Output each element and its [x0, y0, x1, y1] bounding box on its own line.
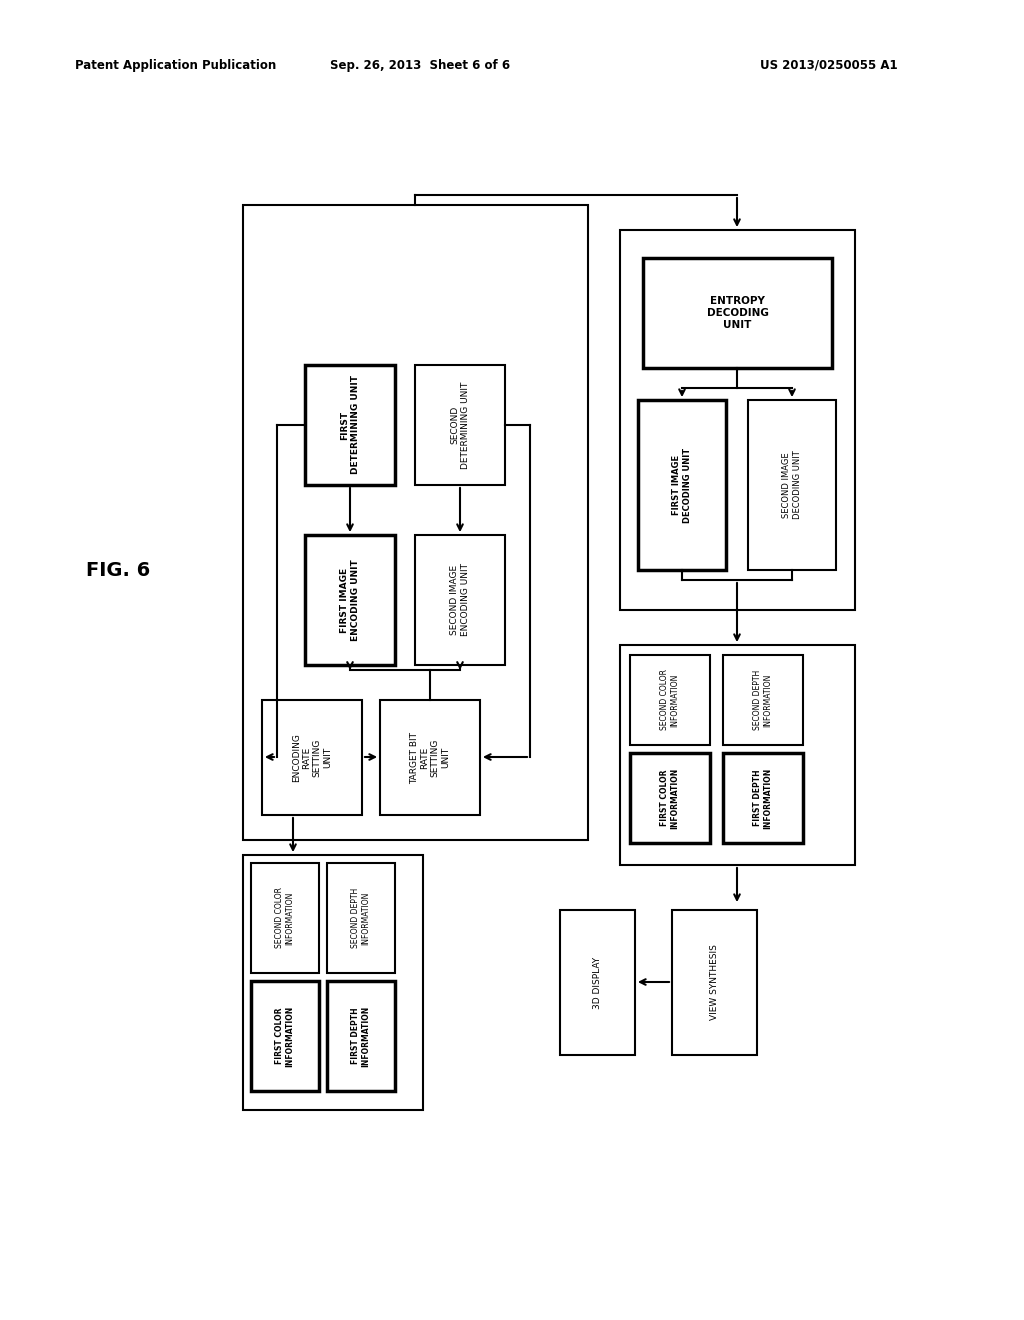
Text: SECOND COLOR
INFORMATION: SECOND COLOR INFORMATION: [660, 669, 680, 730]
Text: FIRST COLOR
INFORMATION: FIRST COLOR INFORMATION: [660, 767, 680, 829]
Text: FIRST DEPTH
INFORMATION: FIRST DEPTH INFORMATION: [754, 767, 773, 829]
Bar: [305, 535, 395, 665]
Bar: [415, 535, 505, 665]
Text: TARGET BIT
RATE
SETTING
UNIT: TARGET BIT RATE SETTING UNIT: [410, 731, 451, 784]
Bar: [327, 981, 395, 1092]
Bar: [630, 655, 710, 744]
Text: SECOND COLOR
INFORMATION: SECOND COLOR INFORMATION: [275, 887, 295, 949]
Text: ENTROPY
DECODING
UNIT: ENTROPY DECODING UNIT: [707, 297, 768, 330]
Text: VIEW SYNTHESIS: VIEW SYNTHESIS: [710, 945, 719, 1020]
Text: Sep. 26, 2013  Sheet 6 of 6: Sep. 26, 2013 Sheet 6 of 6: [330, 58, 510, 71]
Bar: [672, 909, 757, 1055]
Bar: [327, 863, 395, 973]
Text: SECOND IMAGE
DECODING UNIT: SECOND IMAGE DECODING UNIT: [782, 450, 802, 519]
Text: SECOND IMAGE
ENCODING UNIT: SECOND IMAGE ENCODING UNIT: [451, 564, 470, 636]
Text: SECOND DEPTH
INFORMATION: SECOND DEPTH INFORMATION: [351, 888, 371, 948]
Bar: [262, 700, 362, 814]
Text: FIRST COLOR
INFORMATION: FIRST COLOR INFORMATION: [275, 1006, 295, 1067]
Bar: [638, 400, 726, 570]
Text: FIRST
DETERMINING UNIT: FIRST DETERMINING UNIT: [340, 375, 359, 474]
Bar: [243, 205, 588, 840]
Bar: [723, 752, 803, 843]
Bar: [723, 655, 803, 744]
Text: Patent Application Publication: Patent Application Publication: [75, 58, 276, 71]
Bar: [251, 981, 319, 1092]
Bar: [380, 700, 480, 814]
Text: FIRST IMAGE
DECODING UNIT: FIRST IMAGE DECODING UNIT: [673, 447, 691, 523]
Text: SECOND
DETERMINING UNIT: SECOND DETERMINING UNIT: [451, 381, 470, 469]
Bar: [630, 752, 710, 843]
Bar: [243, 855, 423, 1110]
Bar: [643, 257, 831, 368]
Text: FIRST IMAGE
ENCODING UNIT: FIRST IMAGE ENCODING UNIT: [340, 560, 359, 642]
Bar: [748, 400, 836, 570]
Bar: [305, 366, 395, 484]
Text: FIG. 6: FIG. 6: [86, 561, 151, 579]
Bar: [415, 366, 505, 484]
Text: ENCODING
RATE
SETTING
UNIT: ENCODING RATE SETTING UNIT: [292, 733, 332, 781]
Bar: [560, 909, 635, 1055]
Text: US 2013/0250055 A1: US 2013/0250055 A1: [760, 58, 898, 71]
Text: FIRST DEPTH
INFORMATION: FIRST DEPTH INFORMATION: [351, 1006, 371, 1067]
Text: 3D DISPLAY: 3D DISPLAY: [593, 957, 602, 1008]
Bar: [251, 863, 319, 973]
Text: SECOND DEPTH
INFORMATION: SECOND DEPTH INFORMATION: [754, 669, 773, 730]
Bar: [620, 230, 855, 610]
Bar: [620, 645, 855, 865]
